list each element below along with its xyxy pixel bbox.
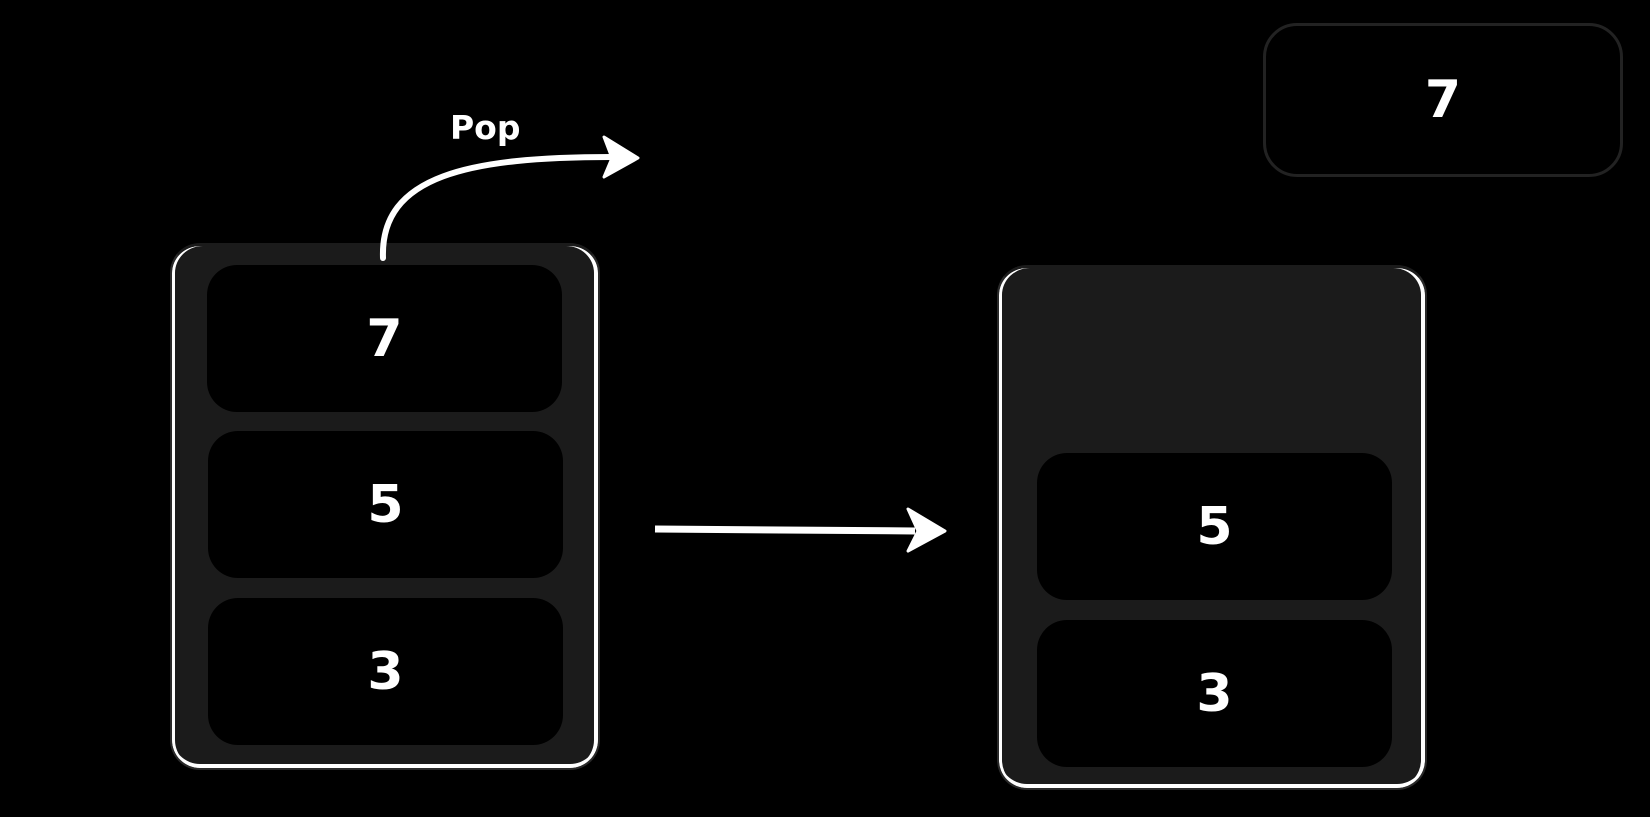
stack-before: 7 5 3 (170, 243, 600, 770)
popped-value: 7 (1424, 70, 1462, 130)
pop-label: Pop (450, 108, 521, 147)
stack-item: 5 (1037, 453, 1392, 600)
stack-item-value: 3 (367, 641, 404, 702)
pop-arrow (379, 154, 615, 261)
popped-value-box: 7 (1263, 23, 1623, 177)
stack-item: 3 (208, 598, 563, 745)
stack-item-value: 5 (367, 474, 404, 535)
transition-arrow (654, 525, 916, 535)
stack-item: 3 (1037, 620, 1392, 767)
stack-item-value: 5 (1196, 496, 1233, 557)
pop-arrowhead (602, 135, 640, 179)
stack-item-value: 3 (1196, 663, 1233, 724)
stack-item-value: 7 (366, 308, 403, 369)
stack-item-top: 7 (207, 265, 562, 412)
stack-item: 5 (208, 431, 563, 578)
stack-after: 5 3 (997, 265, 1427, 790)
transition-arrowhead (906, 507, 947, 553)
